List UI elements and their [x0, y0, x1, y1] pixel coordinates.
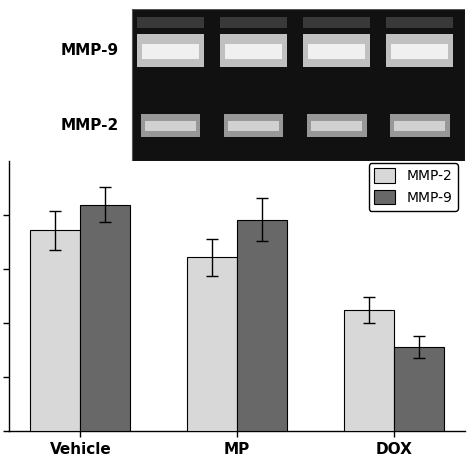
Bar — [137, 17, 204, 27]
Bar — [394, 121, 445, 131]
Bar — [225, 44, 282, 59]
Bar — [145, 121, 196, 131]
Bar — [132, 9, 465, 161]
Bar — [80, 205, 130, 431]
Bar — [228, 121, 279, 131]
Bar — [392, 44, 448, 59]
Bar — [303, 34, 370, 67]
Bar — [220, 17, 287, 27]
Bar — [220, 34, 287, 67]
Bar — [142, 44, 199, 59]
Bar — [132, 9, 465, 161]
Bar — [344, 310, 394, 431]
Bar — [394, 347, 444, 431]
Text: MP: MP — [325, 173, 349, 188]
Bar — [307, 114, 366, 137]
Text: DOX: DOX — [403, 173, 437, 188]
Bar — [187, 257, 237, 431]
Text: MMP-9: MMP-9 — [61, 43, 118, 58]
Bar — [224, 114, 283, 137]
Bar — [237, 219, 287, 431]
Bar — [141, 114, 201, 137]
Text: Sham: Sham — [149, 173, 192, 188]
Text: MMP-2: MMP-2 — [61, 118, 118, 133]
Bar — [386, 17, 453, 27]
Bar — [309, 44, 365, 59]
Legend: MMP-2, MMP-9: MMP-2, MMP-9 — [369, 163, 457, 210]
Bar — [390, 114, 449, 137]
Bar — [137, 34, 204, 67]
Bar — [303, 17, 370, 27]
Bar — [386, 34, 453, 67]
Bar — [311, 121, 362, 131]
Text: Vehicle: Vehicle — [226, 173, 282, 188]
Bar — [30, 230, 80, 431]
